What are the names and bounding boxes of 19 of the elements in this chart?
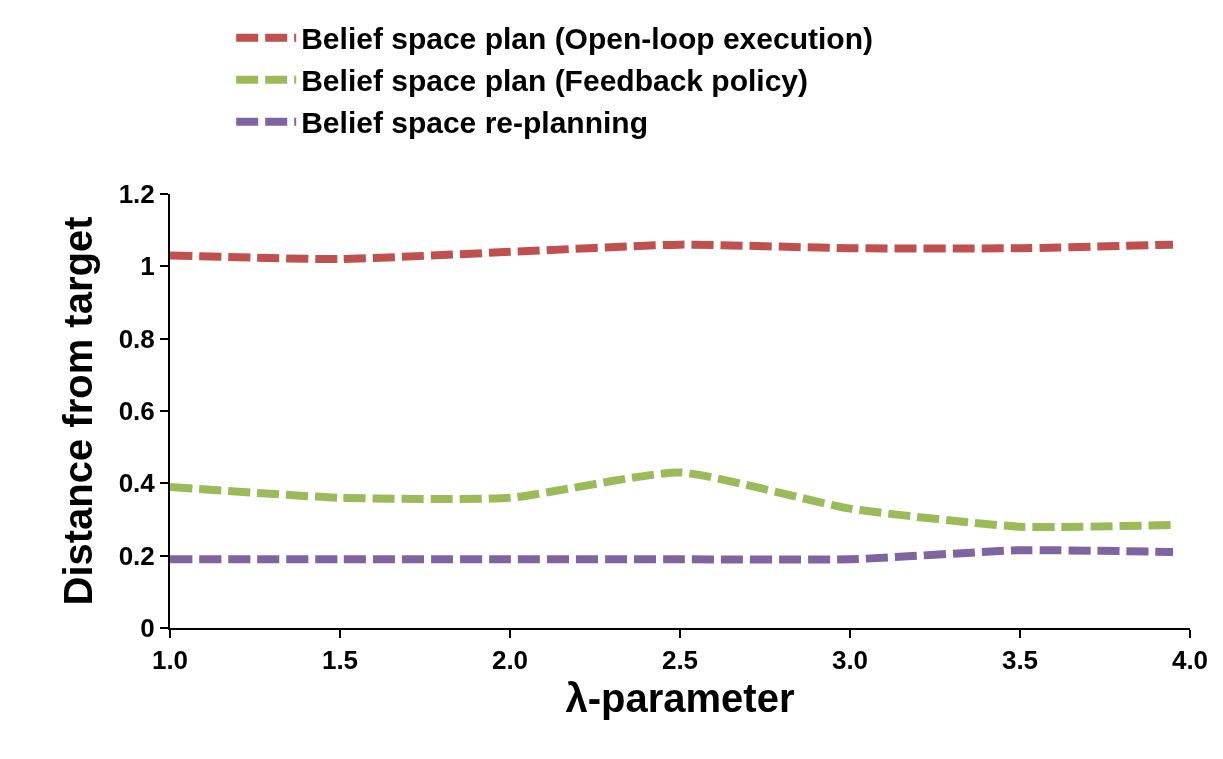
y-tick-label: 0: [140, 613, 155, 644]
x-tick-label: 4.0: [1171, 645, 1209, 676]
x-tick-label: 2.5: [661, 645, 699, 676]
x-tick-label: 1.5: [321, 645, 359, 676]
x-tick-label: 3.5: [1001, 645, 1039, 676]
y-tick-label: 1: [140, 251, 155, 282]
x-tick-label: 1.0: [151, 645, 189, 676]
y-tick-label: 1.2: [118, 179, 155, 210]
legend-label: Belief space re-planning: [301, 106, 648, 140]
x-tick-label: 2.0: [491, 645, 529, 676]
y-tick-label: 0.6: [118, 396, 155, 427]
y-axis-title: Distance from target: [55, 216, 100, 606]
y-tick-label: 0.8: [118, 323, 155, 354]
x-tick-label: 3.0: [831, 645, 869, 676]
y-tick-label: 0.4: [118, 468, 156, 499]
y-tick-label: 0.2: [118, 540, 155, 571]
x-axis-title: λ-parameter: [565, 676, 795, 721]
legend-label: Belief space plan (Feedback policy): [301, 64, 809, 98]
legend-label: Belief space plan (Open-loop execution): [301, 22, 873, 56]
